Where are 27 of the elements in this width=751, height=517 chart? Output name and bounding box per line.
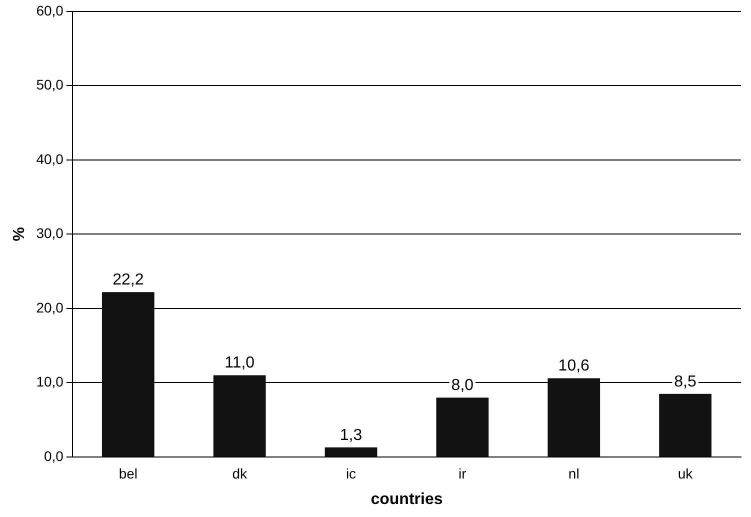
y-tick-label: 60,0 xyxy=(36,2,64,18)
y-axis-title: % xyxy=(11,227,28,242)
data-label: 1,3 xyxy=(340,426,362,444)
bar xyxy=(213,375,266,456)
x-tick-label: dk xyxy=(232,465,248,482)
x-tick-label: ic xyxy=(346,465,356,482)
x-tick-label: ir xyxy=(458,465,467,482)
bar xyxy=(548,378,600,456)
data-label: 8,0 xyxy=(451,376,474,394)
x-tick-label: uk xyxy=(678,465,694,482)
x-tick-label: bel xyxy=(118,465,138,482)
y-tick-label: 0,0 xyxy=(44,448,64,464)
data-label: 8,5 xyxy=(674,373,697,390)
data-label: 22,2 xyxy=(112,272,144,289)
data-label: 11,0 xyxy=(224,354,255,372)
y-tick-label: 40,0 xyxy=(36,150,64,167)
y-tick-label: 50,0 xyxy=(36,76,64,93)
bar xyxy=(436,398,489,456)
y-tick-label: 10,0 xyxy=(36,374,64,390)
bar xyxy=(324,447,378,456)
bar xyxy=(102,292,154,456)
y-tick-label: 20,0 xyxy=(36,299,64,316)
data-label: 10,6 xyxy=(558,358,590,375)
x-axis-title: countries xyxy=(370,490,443,508)
y-tick-label: 30,0 xyxy=(36,225,64,242)
x-tick-label: nl xyxy=(568,465,580,482)
bar xyxy=(659,394,712,456)
